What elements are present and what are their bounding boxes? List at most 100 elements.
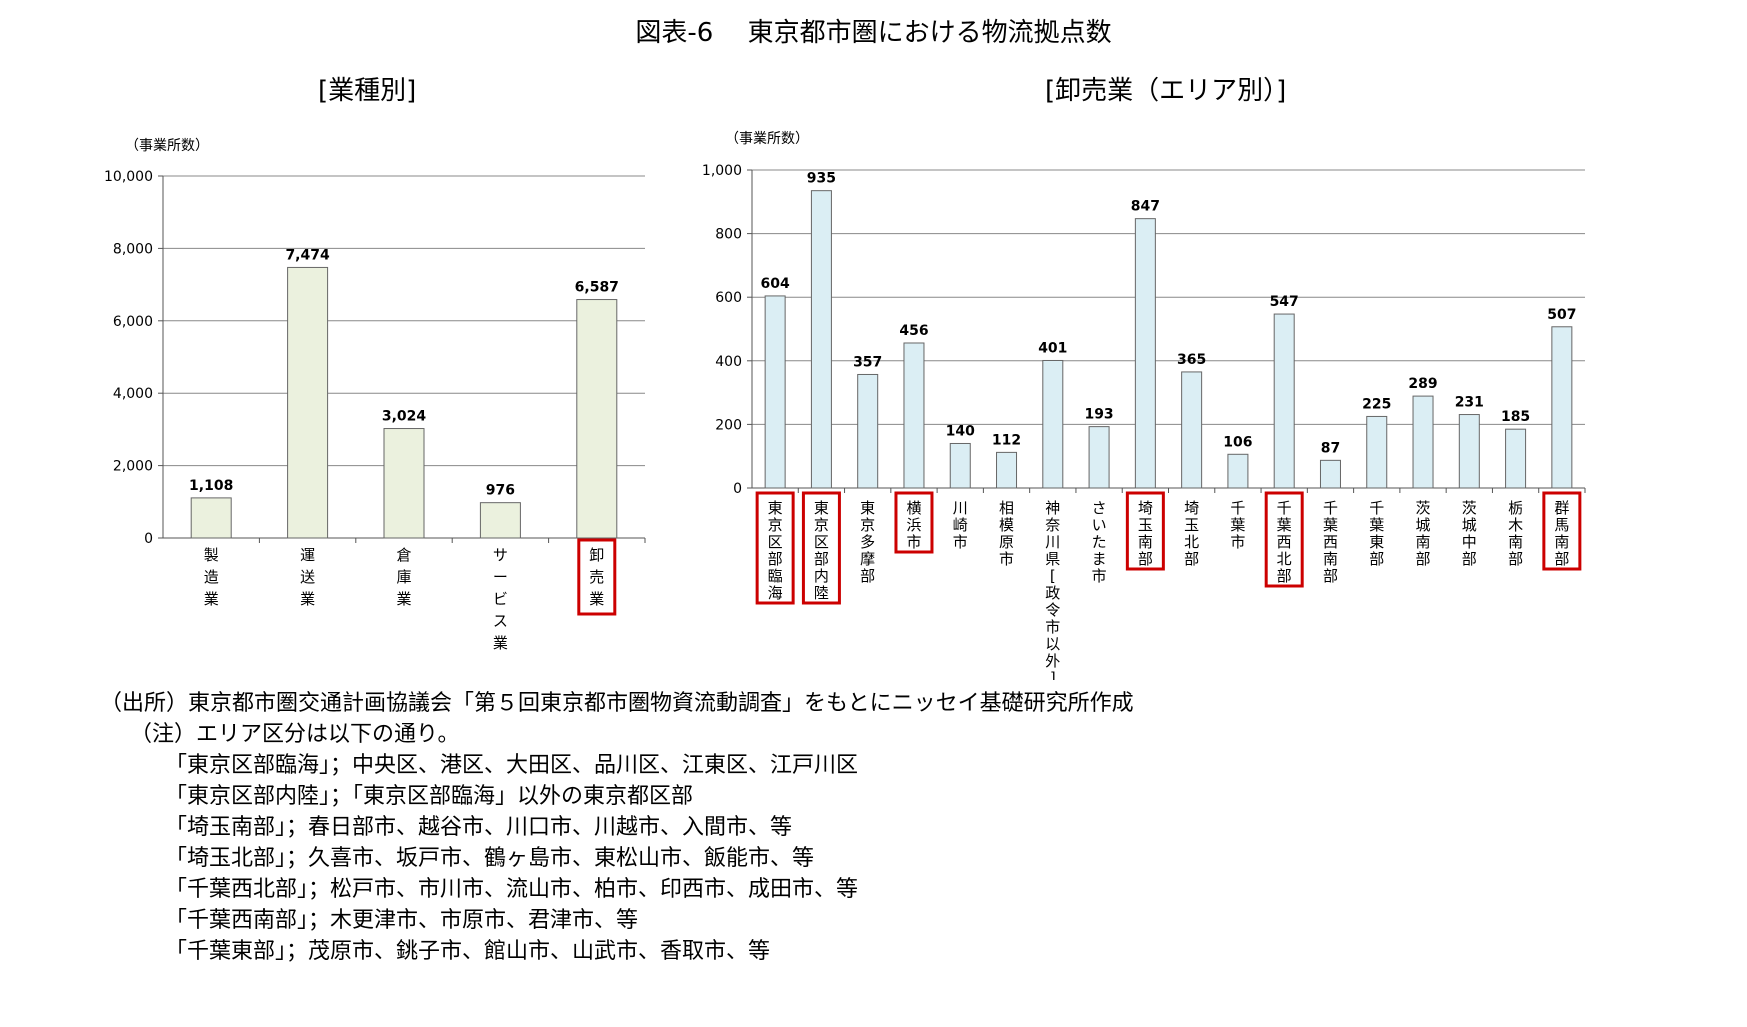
bar (383, 428, 425, 539)
x-tick-label: 群馬南部 (1554, 499, 1569, 568)
x-tick-label: 千葉東部 (1369, 499, 1384, 568)
note-item: 「埼玉北部」；久喜市、坂戸市、鶴ヶ島市、東松山市、飯能市、等 (165, 846, 815, 871)
y-tick-label: 800 (715, 227, 742, 243)
x-tick-label: 東京多摩部 (860, 499, 875, 585)
data-label: 6,587 (575, 280, 619, 296)
data-label: 357 (853, 354, 882, 370)
y-tick-label: 2,000 (113, 459, 153, 475)
x-tick-label: 横浜市 (906, 499, 921, 551)
bar (1319, 459, 1341, 489)
data-label: 185 (1501, 409, 1530, 425)
y-tick-label: 6,000 (113, 314, 153, 330)
bar (1366, 415, 1388, 489)
highlight-box (577, 538, 617, 616)
x-tick-label: 東京区部臨海 (768, 499, 783, 602)
bar (996, 451, 1018, 489)
figure-title: 図表-6 東京都市圏における物流拠点数 (635, 18, 1112, 48)
x-tick-label: 相模原市 (999, 499, 1014, 568)
bar (1134, 218, 1156, 489)
y-tick-label: 0 (144, 531, 153, 547)
y-tick-label: 400 (715, 354, 742, 370)
note-item: 「千葉西南部」；木更津市、市原市、君津市、等 (165, 908, 639, 933)
data-label: 231 (1455, 395, 1484, 411)
note-header: （注）エリア区分は以下の通り。 (130, 722, 460, 747)
x-tick-label: 茨城南部 (1416, 499, 1431, 568)
x-tick-label: 製造業 (204, 546, 219, 608)
data-label: 847 (1131, 199, 1160, 215)
x-tick-label: 埼玉北部 (1184, 499, 1199, 568)
data-label: 604 (761, 276, 790, 292)
data-label: 365 (1177, 352, 1206, 368)
data-label: 3,024 (382, 409, 427, 425)
x-tick-label: 栃木南部 (1508, 499, 1523, 568)
data-label: 87 (1321, 440, 1340, 456)
x-tick-label: 茨城中部 (1462, 499, 1477, 568)
bar (1181, 371, 1203, 489)
charts-canvas: （事業所数） 0 2,000 4,000 6,000 8,000 10,000 1,108 製造… (104, 131, 1586, 680)
x-tick-label: 運送業 (300, 546, 315, 608)
note-item: 「千葉東部」；茂原市、銚子市、館山市、山武市、香取市、等 (165, 939, 771, 964)
x-tick-label: 東京区部内陸 (814, 499, 829, 602)
data-label: 289 (1408, 376, 1437, 392)
note-item: 「埼玉南部」；春日部市、越谷市、川口市、川越市、入間市、等 (165, 815, 793, 840)
x-tick-label: 千葉市 (1230, 499, 1245, 551)
data-label: 507 (1547, 307, 1576, 323)
highlight-box (1125, 491, 1165, 571)
y-tick-label: 1,000 (702, 163, 742, 179)
x-tick-label: 川崎市 (953, 499, 968, 551)
x-tick-label: 埼玉南部 (1138, 499, 1153, 568)
data-label: 547 (1270, 294, 1299, 310)
note-item: 「千葉西北部」；松戸市、市川市、流山市、柏市、印西市、成田市、等 (165, 877, 859, 902)
data-label: 935 (807, 171, 836, 187)
data-label: 106 (1223, 434, 1252, 450)
y-tick-label: 10,000 (104, 169, 153, 185)
source-note: （出所）東京都市圏交通計画協議会「第５回東京都市圏物資流動調査」をもとにニッセイ… (100, 691, 1134, 716)
y-axis-label: （事業所数） (125, 138, 209, 154)
data-label: 193 (1084, 407, 1113, 423)
data-label: 976 (486, 483, 515, 499)
data-label: 225 (1362, 396, 1391, 412)
bar (1458, 414, 1480, 489)
bar (1042, 359, 1064, 489)
highlight-box (755, 491, 795, 605)
bar (1273, 313, 1295, 489)
note-item: 「東京区部臨海」；中央区、港区、大田区、品川区、江東区、江戸川区 (165, 753, 859, 778)
bar (1227, 453, 1249, 489)
bar (1088, 426, 1110, 489)
bar (857, 373, 879, 489)
x-tick-label: 千葉西北部 (1277, 499, 1292, 585)
y-tick-label: 600 (715, 290, 742, 306)
left-chart-title: [業種別] (318, 76, 417, 106)
y-axis-label: （事業所数） (725, 131, 809, 147)
highlight-box (1264, 491, 1304, 588)
x-tick-label: サービス業 (493, 546, 508, 652)
data-label: 456 (899, 323, 928, 339)
data-label: 401 (1038, 340, 1067, 356)
data-label: 1,108 (189, 478, 233, 494)
bar (287, 266, 329, 539)
note-item: 「東京区部内陸」；「東京区部臨海」以外の東京都区部 (165, 784, 694, 809)
highlight-box (801, 491, 841, 605)
x-tick-label: 神奈川県[政令市以外] (1045, 499, 1060, 680)
bar (810, 190, 832, 489)
data-label: 140 (946, 423, 975, 439)
bar (190, 497, 232, 539)
notes: （出所）東京都市圏交通計画協議会「第５回東京都市圏物資流動調査」をもとにニッセイ… (100, 688, 1134, 967)
bar (1505, 428, 1527, 489)
right-chart-title: [卸売業（エリア別）] (1045, 76, 1287, 106)
y-tick-label: 8,000 (113, 241, 153, 257)
data-label: 7,474 (285, 247, 330, 263)
y-tick-label: 200 (715, 417, 742, 433)
bar (1412, 395, 1434, 489)
y-tick-label: 4,000 (113, 386, 153, 402)
bar (576, 299, 618, 539)
x-tick-label: 倉庫業 (396, 546, 411, 608)
highlight-box (894, 491, 934, 554)
bar (764, 295, 786, 489)
data-label: 112 (992, 432, 1021, 448)
x-tick-label: 千葉西南部 (1323, 499, 1338, 585)
y-tick-label: 0 (733, 481, 742, 497)
bar (903, 342, 925, 489)
x-tick-label: 卸売業 (589, 546, 604, 608)
bar (949, 442, 971, 489)
